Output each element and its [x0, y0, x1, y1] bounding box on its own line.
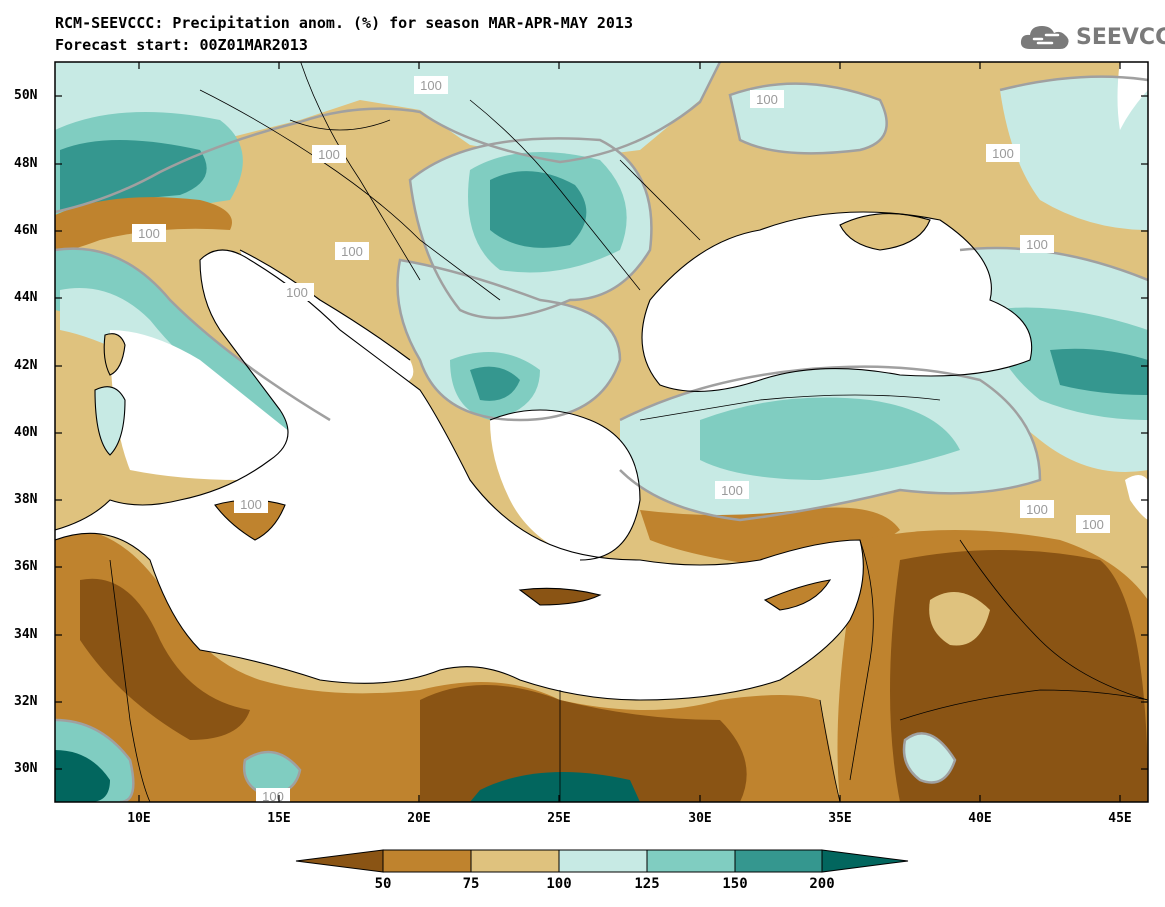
lon-label: 45E [1108, 811, 1132, 826]
contour-label: 100 [1082, 517, 1104, 532]
crete [520, 588, 600, 605]
contour-label: 100 [992, 146, 1014, 161]
tyrrhenian-sea [110, 330, 300, 480]
contour-label: 100 [318, 147, 340, 162]
seevccc-logo: SEEVCCC [1018, 22, 1165, 52]
aegean-sea [490, 410, 640, 560]
colorbar-label: 150 [722, 876, 748, 892]
contour-label: 100 [286, 285, 308, 300]
crimea [840, 213, 930, 250]
contour-label: 100 [756, 92, 778, 107]
cloud-logo-icon [1020, 26, 1069, 49]
map-frame [54, 61, 1149, 803]
colorbar-swatch-50-75 [382, 849, 472, 873]
map-title: RCM-SEEVCCC: Precipitation anom. (%) for… [55, 14, 633, 32]
mediterranean-sea [55, 250, 864, 700]
lon-label: 40E [968, 811, 992, 826]
contour-label: 100 [1026, 502, 1048, 517]
contour-label: 100 [1026, 237, 1048, 252]
colorbar [295, 849, 909, 873]
lat-label: 42N [14, 358, 38, 373]
lon-ticks [138, 62, 1121, 802]
lat-label: 38N [14, 492, 38, 507]
lat-label: 44N [14, 290, 38, 305]
colorbar-label: 200 [809, 876, 835, 892]
lat-ticks [55, 95, 1148, 770]
colorbar-swatch-above-200 [821, 849, 909, 873]
contour-label: 100 [240, 497, 262, 512]
lat-label: 46N [14, 223, 38, 238]
colorbar-label: 50 [374, 876, 392, 892]
colorbar-label: 125 [634, 876, 660, 892]
sardinia [95, 386, 125, 455]
lat-label: 36N [14, 559, 38, 574]
colorbar-swatch-150-200 [734, 849, 823, 873]
contour-labels: 100 100 100 100 100 100 100 100 100 100 … [132, 76, 1110, 802]
black-sea [642, 212, 1032, 392]
lat-label: 48N [14, 156, 38, 171]
lat-label: 50N [14, 88, 38, 103]
lat-label: 34N [14, 627, 38, 642]
lon-label: 10E [127, 811, 151, 826]
lon-label: 35E [828, 811, 852, 826]
lat-label: 30N [14, 761, 38, 776]
coastlines [55, 211, 1033, 701]
lat-label: 40N [14, 425, 38, 440]
forecast-start-label: Forecast start: 00Z01MAR2013 [55, 36, 308, 54]
colorbar-swatch-below-50 [295, 849, 384, 873]
logo-text: SEEVCCC [1076, 24, 1165, 50]
cyprus [765, 580, 830, 610]
lon-label: 30E [688, 811, 712, 826]
country-borders [109, 62, 1148, 802]
lon-label: 25E [547, 811, 571, 826]
contour-label: 100 [420, 78, 442, 93]
lon-label: 15E [267, 811, 291, 826]
contour-label: 100 [138, 226, 160, 241]
colorbar-swatch-75-100 [470, 849, 560, 873]
contour-label: 100 [721, 483, 743, 498]
map-field: 100 100 100 100 100 100 100 100 100 100 … [55, 62, 1148, 802]
contour-label: 100 [341, 244, 363, 259]
colorbar-swatch-100-125 [558, 849, 648, 873]
caspian-edge [1125, 475, 1148, 520]
lon-label: 20E [407, 811, 431, 826]
colorbar-swatch-125-150 [646, 849, 736, 873]
colorbar-label: 75 [462, 876, 480, 892]
colorbar-label: 100 [546, 876, 572, 892]
lat-label: 32N [14, 694, 38, 709]
